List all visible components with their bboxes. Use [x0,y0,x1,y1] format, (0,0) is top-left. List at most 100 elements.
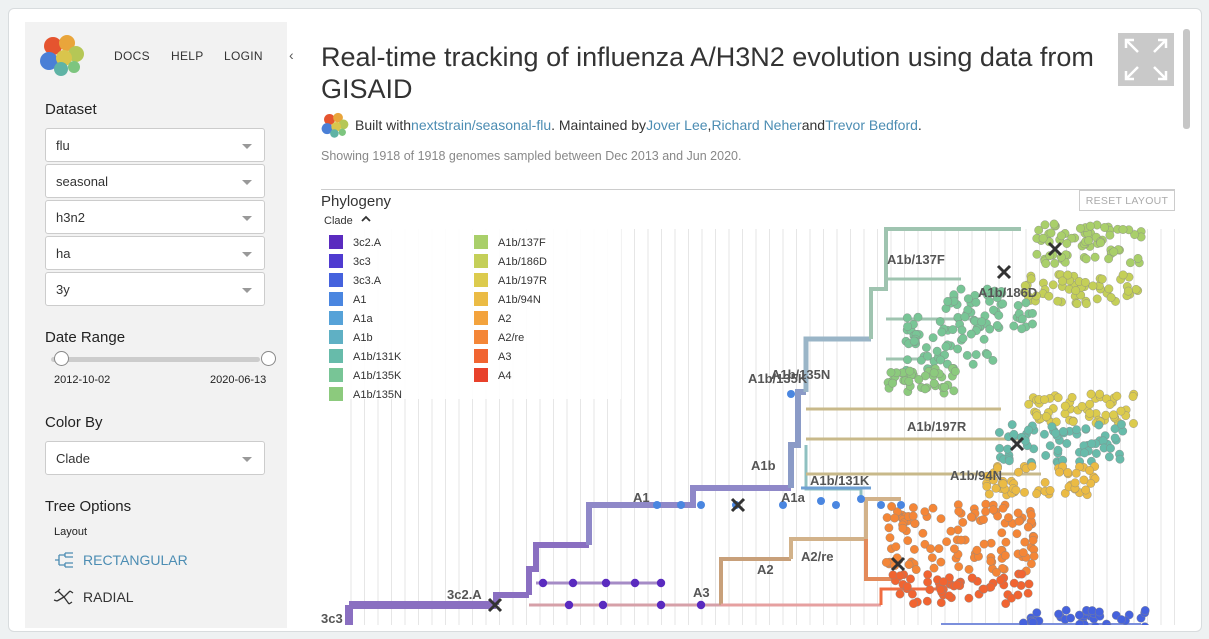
tree-tip[interactable] [954,562,964,572]
tree-tip[interactable] [1024,399,1034,409]
tree-tip[interactable] [913,312,923,322]
legend-item[interactable]: A3 [498,351,511,363]
tree-tip[interactable] [1046,228,1056,238]
layout-rectangular-option[interactable]: RECTANGULAR [53,551,188,569]
legend-item[interactable]: A1a [353,313,373,325]
tree-tip[interactable] [1041,451,1051,460]
tree-tip[interactable] [928,503,938,513]
date-range-track[interactable] [51,357,260,362]
tree-tip[interactable] [904,560,914,569]
tree-tip[interactable] [1028,535,1038,545]
tree-tip[interactable] [895,571,905,581]
legend-item[interactable]: A1b/131K [353,351,402,363]
tree-tip[interactable] [1104,284,1114,294]
tree-tip[interactable] [1038,233,1048,243]
tree-tip[interactable] [1128,392,1138,401]
tree-tip[interactable] [1050,259,1060,268]
tree-tip[interactable] [538,578,548,588]
tree-tip[interactable] [958,517,968,527]
tree-tip[interactable] [1062,239,1072,248]
tree-tip[interactable] [1053,445,1063,455]
tree-tip[interactable] [1117,615,1126,624]
tree-tip[interactable] [1140,622,1149,625]
tree-tip[interactable] [630,578,640,588]
tree-tip[interactable] [1007,420,1017,430]
tree-tip[interactable] [1026,510,1036,520]
tree-tip[interactable] [1047,422,1057,432]
tree-tip[interactable] [922,343,931,353]
tree-tip[interactable] [1131,285,1141,294]
tree-tip[interactable] [1077,401,1087,411]
legend-item[interactable]: 3c3.A [353,275,382,287]
tree-tip[interactable] [1085,408,1095,418]
tree-tip[interactable] [1072,425,1081,435]
tree-tip[interactable] [888,378,897,388]
tree-tip[interactable] [1085,466,1094,475]
maintainer-link-3[interactable]: Trevor Bedford [825,117,918,133]
tree-tip[interactable] [1081,424,1091,434]
tree-tip[interactable] [1009,578,1019,588]
tree-tip[interactable] [1001,537,1011,547]
tree-tip[interactable] [1027,559,1036,569]
tree-tip[interactable] [998,563,1007,573]
legend-item[interactable]: A1b/94N [498,294,541,306]
tree-tip[interactable] [1049,219,1059,229]
tree-tip[interactable] [971,350,981,360]
tree-tip[interactable] [1032,249,1042,259]
main-scrollbar[interactable] [1183,29,1190,129]
nextstrain-logo[interactable] [39,34,85,76]
dataset-select-2[interactable]: seasonal [45,164,265,198]
tree-tip[interactable] [779,501,787,509]
tree-tip[interactable] [598,600,608,610]
tree-tip[interactable] [922,596,932,606]
legend-title[interactable]: Clade [324,215,353,227]
tree-tip[interactable] [914,375,924,384]
legend-item[interactable]: 3c2.A [353,237,382,249]
tree-tip[interactable] [890,513,899,523]
tree-tip[interactable] [1071,468,1081,478]
tree-tip[interactable] [998,503,1008,513]
tree-tip[interactable] [1117,419,1126,429]
tree-tip[interactable] [1100,223,1109,232]
tree-tip[interactable] [1101,410,1111,420]
tree-tip[interactable] [984,489,994,499]
tree-tip[interactable] [942,537,951,547]
dataset-select-4[interactable]: ha [45,236,265,270]
tree-tip[interactable] [981,507,990,516]
tree-tip[interactable] [979,334,989,344]
tree-tip[interactable] [932,346,942,356]
legend-item[interactable]: A1b [353,332,373,344]
legend-item[interactable]: A1b/186D [498,256,547,268]
tree-tip[interactable] [1041,259,1051,268]
tree-tip[interactable] [963,294,973,304]
tree-tip[interactable] [898,523,908,533]
tree-tip[interactable] [1129,419,1138,428]
date-end-handle[interactable] [261,351,276,366]
tree-tip[interactable] [1071,286,1081,296]
tree-tip[interactable] [886,368,896,377]
tree-tip[interactable] [891,542,901,552]
tree-tip[interactable] [936,598,946,608]
tree-tip[interactable] [1013,301,1023,310]
tree-tip[interactable] [1013,508,1023,518]
tree-tip[interactable] [1055,467,1064,477]
tree-tip[interactable] [1040,429,1049,439]
tree-tip[interactable] [983,350,992,359]
tree-tip[interactable] [981,499,991,509]
tree-tip[interactable] [1085,399,1095,409]
tree-tip[interactable] [1023,522,1033,532]
repo-link[interactable]: nextstrain/seasonal-flu [411,117,552,133]
tree-tips[interactable] [538,219,1150,625]
tree-tip[interactable] [1014,516,1024,526]
tree-tip[interactable] [979,584,989,594]
tree-tip[interactable] [1110,433,1120,443]
tree-tip[interactable] [1123,286,1133,296]
tree-tip[interactable] [1020,537,1030,547]
tree-tip[interactable] [906,574,915,584]
tree-tip[interactable] [1096,238,1105,248]
tree-tip[interactable] [1070,478,1080,488]
tree-tip[interactable] [968,359,978,369]
tree-tip[interactable] [956,284,966,294]
tree-tip[interactable] [964,593,974,603]
tree-tip[interactable] [1048,280,1058,290]
